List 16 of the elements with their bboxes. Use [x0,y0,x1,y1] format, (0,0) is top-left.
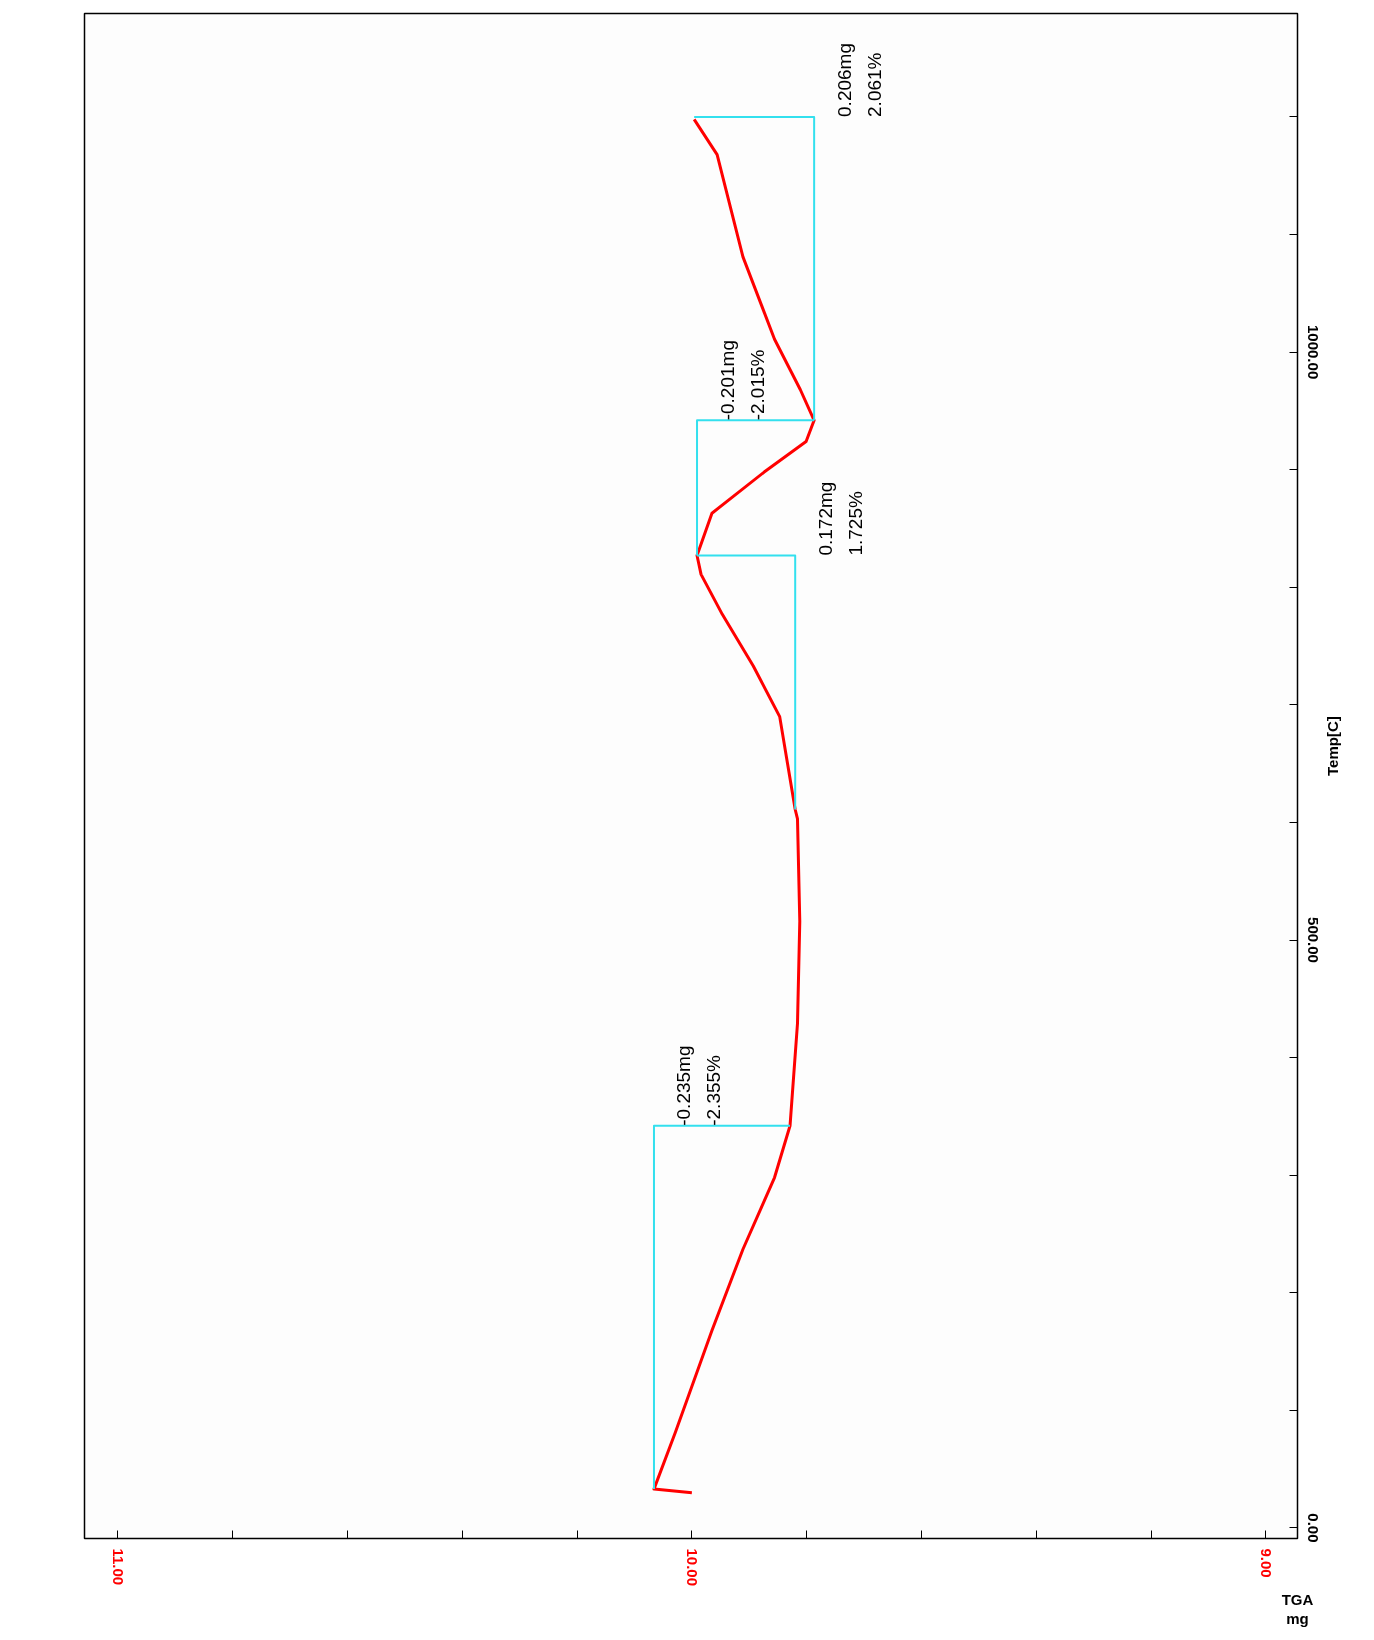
x-tick-label: 9.00 [1257,1548,1275,1578]
annotation: 2.061% [863,52,885,117]
y-axis-title: Temp[C] [1324,716,1341,776]
y-tick-label: 0.00 [1304,1513,1322,1543]
annotation: -2.355% [703,1054,725,1126]
y-tick-label: 500.00 [1304,917,1322,963]
annotation: 1.725% [844,490,866,556]
x-tick-label: 10.00 [683,1548,701,1587]
annotation: 0.206mg [833,43,855,117]
y-tick-label: 1000.00 [1304,325,1322,380]
x-axis-title: TGA mg [1281,1591,1314,1627]
annotation: -0.235mg [673,1045,695,1126]
annotation: -2.015% [746,349,768,421]
annotation: -0.201mg [716,340,738,421]
x-tick-label: 11.00 [109,1548,127,1586]
annotation: 0.172mg [814,481,836,556]
